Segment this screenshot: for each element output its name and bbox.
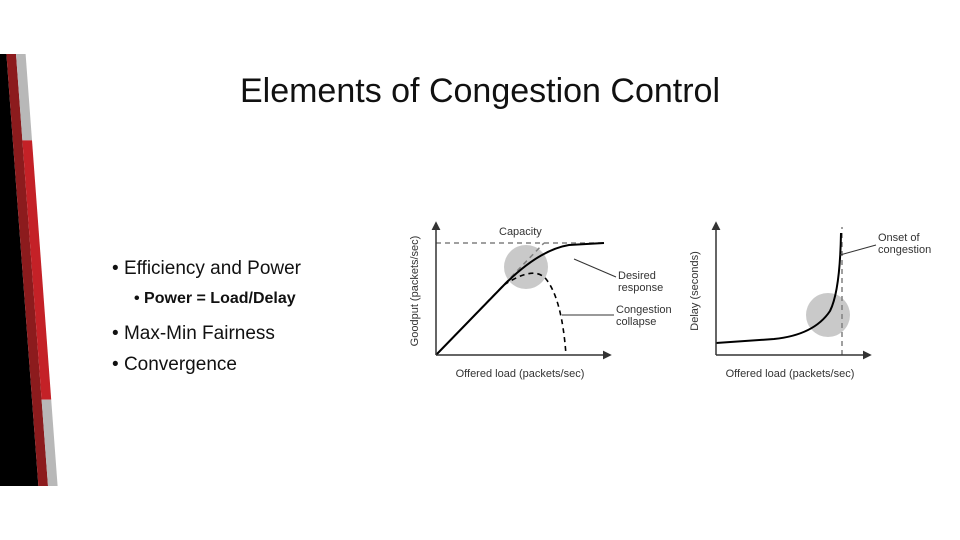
svg-text:Offered load (packets/sec): Offered load (packets/sec): [726, 368, 855, 380]
svg-text:congestion: congestion: [878, 244, 931, 256]
svg-text:Goodput (packets/sec): Goodput (packets/sec): [409, 236, 421, 347]
bullet-maxmin-label: Max-Min Fairness: [124, 323, 275, 344]
svg-text:Delay (seconds): Delay (seconds): [689, 251, 701, 330]
charts-panel: Capacity Desiredresponse Congestioncollaps…: [404, 215, 940, 415]
bullet-list: • Efficiency and Power • Power = Load/De…: [112, 255, 392, 383]
slide-title: Elements of Congestion Control: [0, 72, 960, 111]
bullet-power-formula: • Power = Load/Delay: [134, 287, 392, 310]
bullet-convergence: • Convergence: [112, 351, 392, 379]
svg-text:collapse: collapse: [616, 316, 656, 328]
bullet-maxmin: • Max-Min Fairness: [112, 320, 392, 348]
svg-text:Congestion: Congestion: [616, 304, 672, 316]
goodput-chart: Capacity Desiredresponse Congestioncollaps…: [404, 215, 684, 395]
bullet-power-formula-label: Power = Load/Delay: [144, 290, 296, 307]
bullet-efficiency: • Efficiency and Power: [112, 255, 392, 283]
svg-text:response: response: [618, 282, 663, 294]
svg-text:Onset of: Onset of: [878, 232, 921, 244]
svg-text:Capacity: Capacity: [499, 226, 542, 238]
svg-text:Offered load (packets/sec): Offered load (packets/sec): [456, 368, 585, 380]
bullet-convergence-label: Convergence: [124, 354, 237, 375]
bullet-efficiency-label: Efficiency and Power: [124, 258, 301, 279]
delay-chart: Onset ofcongestion Offered load (packets/…: [684, 215, 940, 395]
svg-text:Desired: Desired: [618, 270, 656, 282]
